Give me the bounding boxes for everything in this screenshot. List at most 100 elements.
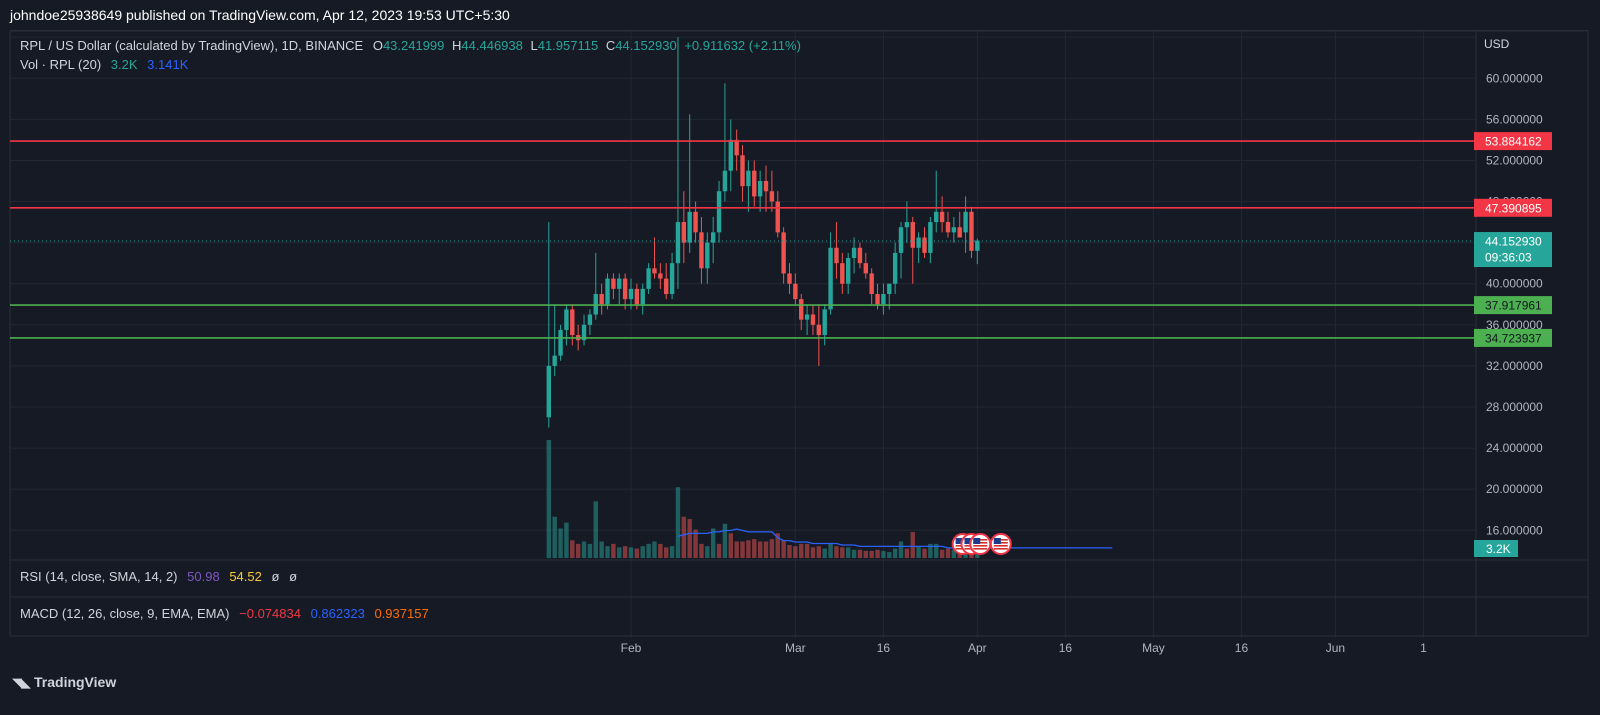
volume-bar <box>699 543 704 558</box>
currency-label: USD <box>1484 37 1510 51</box>
volume-bar <box>887 552 892 558</box>
volume-bar <box>904 548 910 558</box>
candle-body <box>898 227 904 253</box>
volume-bar <box>857 549 863 558</box>
candle-body <box>828 247 833 310</box>
volume-bar <box>787 545 792 558</box>
volume-bar <box>922 548 927 558</box>
rsi-label[interactable]: RSI (14, close, SMA, 14, 2) <box>20 569 178 584</box>
volume-bar <box>710 528 716 558</box>
publish-header: johndoe25938649 published on TradingView… <box>0 0 1600 30</box>
price-tick-label: 36.000000 <box>1486 318 1543 332</box>
last-price-label: 44.152930 <box>1485 235 1542 249</box>
volume-bar <box>793 546 798 558</box>
price-tick-label: 56.000000 <box>1486 112 1543 126</box>
candle-body <box>810 314 816 325</box>
hline-label: 53.884162 <box>1485 135 1542 149</box>
price-tick-label: 28.000000 <box>1486 400 1543 414</box>
volume-bar <box>617 547 622 558</box>
low-value: 41.957115 <box>537 38 599 53</box>
macd-line-value: 0.862323 <box>310 606 365 621</box>
price-tick-label: 40.000000 <box>1486 277 1543 291</box>
candlesticks <box>546 37 980 428</box>
candle-body <box>746 170 751 187</box>
volume-bar <box>658 543 663 558</box>
volume-bar <box>722 523 728 558</box>
time-axis[interactable]: Feb Mar 16 Apr 16 May 16 Jun 1 <box>621 641 1427 655</box>
us-flag-stripe <box>993 545 1008 547</box>
candle-body <box>945 222 951 233</box>
time-tick-label: Jun <box>1326 641 1345 655</box>
volume-bar <box>851 549 857 558</box>
symbol-title[interactable]: RPL / US Dollar (calculated by TradingVi… <box>20 38 364 53</box>
footer <box>0 677 1600 715</box>
candle-body <box>904 222 910 228</box>
candle-body <box>728 139 733 171</box>
volume-bar <box>634 548 640 558</box>
time-tick-label: 16 <box>1235 641 1249 655</box>
price-axis[interactable]: USD60.00000056.00000052.00000048.0000004… <box>1474 37 1552 557</box>
candle-body <box>975 240 980 251</box>
candle-body <box>840 263 845 284</box>
candle-body <box>722 170 728 192</box>
hline-label-bg <box>1474 296 1552 315</box>
tradingview-logo[interactable]: ◥◣ TradingView <box>12 674 116 690</box>
candle-body <box>857 247 863 264</box>
us-flag-event-icon[interactable] <box>989 533 1012 555</box>
volume-bar <box>757 541 763 558</box>
candle-body <box>769 191 775 202</box>
open-value: 43.241999 <box>382 38 445 53</box>
us-flag-canton <box>973 538 981 544</box>
candle-body <box>763 180 769 192</box>
candle-body <box>681 222 687 243</box>
candle-body <box>799 299 804 320</box>
time-tick-label: May <box>1142 641 1165 655</box>
volume-label[interactable]: Vol · RPL (20) <box>20 57 102 72</box>
volume-bar <box>781 540 786 558</box>
high-label: H <box>452 38 462 53</box>
volume-bar <box>916 546 921 558</box>
candle-body <box>787 273 792 284</box>
time-tick-label: 16 <box>877 641 891 655</box>
candle-body <box>587 314 593 325</box>
grid-lines <box>10 31 1475 638</box>
volume-bar <box>799 543 804 558</box>
volume-bar <box>746 540 751 558</box>
candle-body <box>934 211 939 223</box>
candle-body <box>640 288 645 305</box>
volume-bar <box>693 529 698 558</box>
candle-body <box>699 232 704 269</box>
volume-bar <box>575 543 581 558</box>
us-flag-event-icon[interactable] <box>969 533 992 555</box>
us-flag-canton <box>964 538 972 544</box>
time-tick-label: Feb <box>621 641 642 655</box>
close-value: 44.152930 <box>615 38 677 53</box>
candle-body <box>752 170 757 197</box>
volume-bar <box>599 541 604 558</box>
volume-bar <box>881 550 886 558</box>
event-markers[interactable] <box>951 533 1012 555</box>
chart-frame <box>10 30 1588 678</box>
volume-bar <box>898 541 904 558</box>
volume-bar <box>869 550 874 558</box>
volume-legend: Vol · RPL (20) 3.2K 3.141K <box>20 57 188 72</box>
hline-label: 34.723937 <box>1485 331 1542 345</box>
horizontal-lines[interactable] <box>10 140 1475 339</box>
rsi-upper-value: ø <box>271 569 280 584</box>
low-label: L <box>530 38 538 53</box>
volume-axis-label: 3.2K <box>1486 542 1511 556</box>
price-chart[interactable]: USD60.00000056.00000052.00000048.0000004… <box>0 0 1600 677</box>
pane-dividers <box>9 30 1589 637</box>
candle-body <box>546 365 552 418</box>
price-tick-label: 52.000000 <box>1486 153 1543 167</box>
high-value: 44.446938 <box>461 38 523 53</box>
time-tick-label: 16 <box>1059 641 1073 655</box>
candle-body <box>869 273 874 294</box>
candle-body <box>646 268 651 289</box>
volume-bar <box>628 547 634 558</box>
hline-label-bg <box>1474 132 1552 151</box>
macd-label[interactable]: MACD (12, 26, close, 9, EMA, EMA) <box>20 606 230 621</box>
volume-bar <box>951 549 957 558</box>
volume-bar <box>816 546 822 558</box>
candle-body <box>916 237 921 248</box>
